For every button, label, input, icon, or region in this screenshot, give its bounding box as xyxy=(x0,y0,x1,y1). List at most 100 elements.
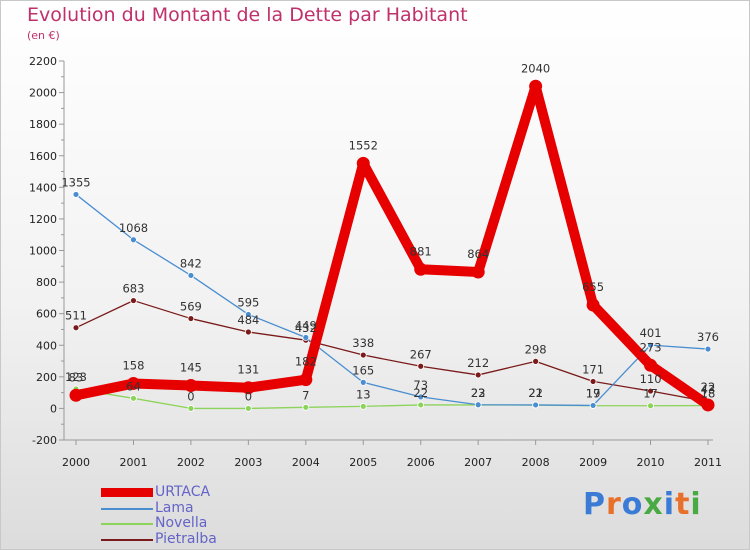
logo-letter: r xyxy=(606,487,622,522)
data-point-urtaca xyxy=(471,265,485,279)
data-point-urtaca xyxy=(586,298,600,312)
data-point-urtaca xyxy=(184,379,198,393)
data-point-lama xyxy=(130,236,137,244)
data-point-urtaca xyxy=(241,381,255,395)
data-point-pietralba xyxy=(359,351,367,359)
data-label-pietralba: 171 xyxy=(582,362,604,376)
data-label-novella: 0 xyxy=(187,389,194,403)
data-label-lama: 1355 xyxy=(61,175,90,189)
data-label-novella: 22 xyxy=(413,386,428,400)
series-line-novella xyxy=(75,388,709,410)
x-tick-label: 2009 xyxy=(579,456,607,469)
data-point-novella xyxy=(417,401,425,409)
series-line-lama xyxy=(75,193,709,407)
data-point-pietralba xyxy=(244,328,252,336)
y-tick-label: 2200 xyxy=(29,55,57,68)
series-line-urtaca xyxy=(71,81,713,410)
data-label-urtaca: 273 xyxy=(640,340,662,354)
logo-letter: i xyxy=(690,487,702,522)
series-line-pietralba xyxy=(75,299,709,403)
data-label-lama: 22 xyxy=(528,386,543,400)
data-point-pietralba xyxy=(589,378,597,385)
data-label-urtaca: 158 xyxy=(122,358,144,372)
data-label-lama: 19 xyxy=(586,386,601,400)
y-tick-label: 0 xyxy=(50,402,57,415)
data-point-pietralba xyxy=(187,315,195,322)
data-point-urtaca xyxy=(69,388,83,402)
data-point-lama xyxy=(244,311,252,318)
chart-title: Evolution du Montant de la Dette par Hab… xyxy=(27,4,468,26)
data-label-pietralba: 338 xyxy=(352,336,374,350)
data-point-novella xyxy=(359,402,367,410)
data-point-urtaca xyxy=(529,79,543,93)
data-label-lama: 842 xyxy=(180,256,202,270)
data-label-novella: 7 xyxy=(302,388,309,402)
data-label-pietralba: 511 xyxy=(65,309,87,323)
data-label-novella: 13 xyxy=(356,387,371,401)
data-label-novella: 64 xyxy=(126,379,141,393)
data-label-lama: 449 xyxy=(295,319,317,333)
data-point-lama xyxy=(359,378,367,386)
logo-letter: P xyxy=(583,487,606,522)
data-label-urtaca: 131 xyxy=(237,363,259,377)
x-tick-label: 2005 xyxy=(349,456,377,469)
x-tick-label: 2000 xyxy=(62,456,90,469)
chart-subtitle: (en €) xyxy=(27,29,60,42)
y-tick-label: 600 xyxy=(36,308,57,321)
data-label-novella: 17 xyxy=(586,387,601,401)
data-point-lama xyxy=(72,191,80,198)
data-point-novella xyxy=(244,405,252,412)
data-point-novella xyxy=(187,405,195,412)
data-point-pietralba xyxy=(474,371,482,379)
data-point-urtaca xyxy=(414,262,428,276)
data-label-urtaca: 22 xyxy=(701,380,716,394)
data-label-novella: 21 xyxy=(528,386,543,400)
y-tick-label: 1000 xyxy=(29,245,57,258)
data-point-lama xyxy=(647,341,654,349)
data-label-lama: 595 xyxy=(237,295,259,309)
logo-letter: i xyxy=(663,487,676,522)
logo-letter: t xyxy=(675,487,691,522)
data-point-lama xyxy=(302,334,310,341)
data-label-novella: 17 xyxy=(643,387,658,401)
y-tick-label: -200 xyxy=(32,434,57,447)
data-label-lama: 73 xyxy=(413,378,428,392)
legend-swatch xyxy=(101,523,153,525)
data-point-urtaca xyxy=(126,376,140,390)
data-point-urtaca xyxy=(644,358,658,372)
data-label-lama: 1068 xyxy=(119,221,148,235)
x-tick-label: 2007 xyxy=(464,456,492,469)
data-point-novella xyxy=(130,394,137,402)
data-point-pietralba xyxy=(647,387,654,395)
legend-label: Lama xyxy=(155,499,194,516)
legend-swatch xyxy=(101,488,153,497)
data-label-novella: 18 xyxy=(701,387,716,401)
data-point-pietralba xyxy=(72,324,80,332)
x-tick-label: 2002 xyxy=(177,456,205,469)
y-tick-label: 1400 xyxy=(29,181,57,194)
x-tick-label: 2006 xyxy=(407,456,435,469)
legend-label: Pietralba xyxy=(155,530,217,547)
data-label-pietralba: 432 xyxy=(295,321,317,335)
legend-swatch xyxy=(101,538,153,541)
data-label-pietralba: 298 xyxy=(525,342,547,356)
x-tick-label: 2001 xyxy=(119,456,147,469)
x-tick-label: 2010 xyxy=(637,456,665,469)
data-label-lama: 376 xyxy=(697,330,719,344)
data-label-pietralba: 569 xyxy=(180,300,202,314)
data-label-lama: 165 xyxy=(352,363,374,377)
data-label-urtaca: 145 xyxy=(180,361,202,375)
data-point-pietralba xyxy=(130,297,137,304)
data-point-pietralba xyxy=(417,362,425,370)
legend-label: URTACA xyxy=(155,484,211,500)
data-point-lama xyxy=(532,401,540,409)
data-label-urtaca: 864 xyxy=(467,247,489,261)
y-tick-label: 400 xyxy=(36,339,57,352)
legend-label: Novella xyxy=(155,515,208,531)
y-tick-label: 1600 xyxy=(29,150,57,163)
y-tick-label: 2000 xyxy=(29,87,57,100)
data-label-urtaca: 1552 xyxy=(349,138,378,152)
data-point-lama xyxy=(187,272,195,279)
